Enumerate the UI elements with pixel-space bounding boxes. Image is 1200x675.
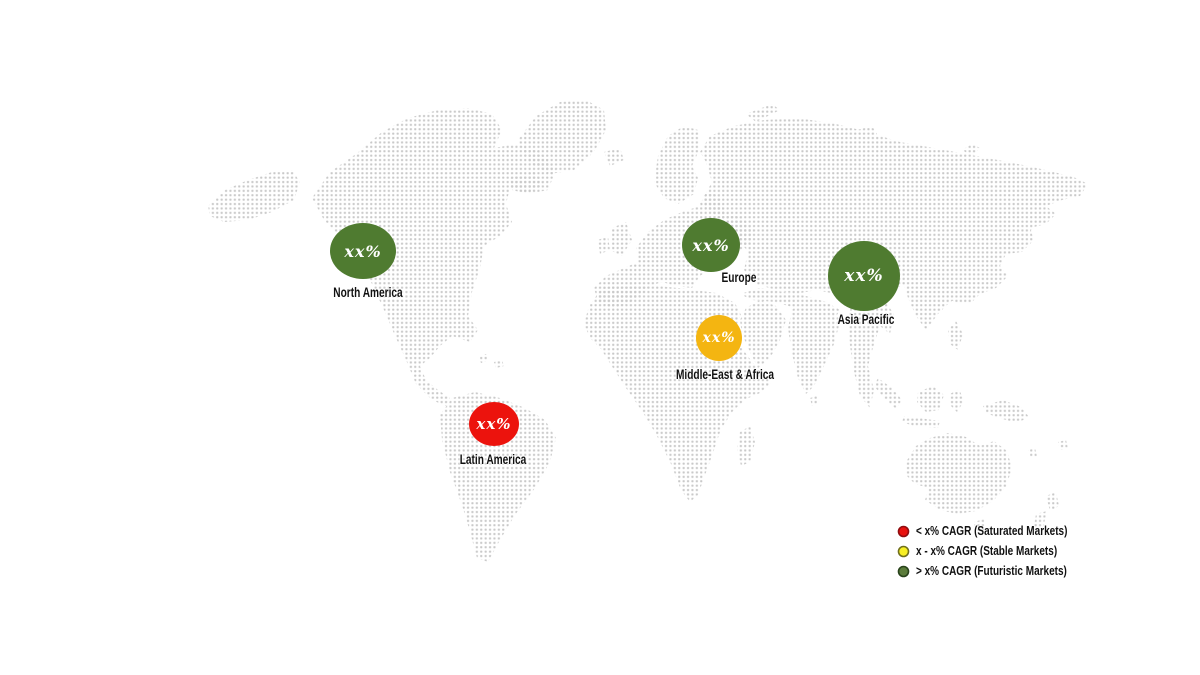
legend-marker-saturated (897, 525, 910, 537)
bubble-latin-america: xx% (469, 402, 519, 446)
bubble-value-asia-pacific: xx% (844, 266, 884, 286)
bubble-europe: xx% (682, 218, 740, 272)
bubble-value-latin-america: xx% (476, 415, 512, 433)
legend-label-stable: x - x% CAGR (Stable Markets) (916, 544, 1058, 558)
region-label-middle-east-africa: Middle-East & Africa (675, 367, 775, 382)
region-label-north-america: North America (333, 285, 403, 300)
legend-item-stable: x - x% CAGR (Stable Markets) (897, 541, 1105, 561)
continent-south-america (440, 392, 556, 562)
continent-oceania (874, 378, 1068, 533)
bubble-middle-east-africa: xx% (696, 315, 742, 361)
region-label-latin-america: Latin America (459, 452, 527, 467)
bubble-value-north-america: xx% (344, 241, 382, 261)
legend: < x% CAGR (Saturated Markets) x - x% CAG… (897, 521, 1105, 581)
legend-marker-stable (897, 545, 910, 557)
legend-label-futuristic: > x% CAGR (Futuristic Markets) (916, 564, 1067, 578)
bubble-value-middle-east-africa: xx% (702, 330, 736, 346)
region-label-asia-pacific: Asia Pacific (837, 312, 895, 327)
greenland (510, 100, 624, 194)
bubble-asia-pacific: xx% (828, 241, 900, 311)
bubble-value-europe: xx% (692, 235, 730, 255)
region-label-europe: Europe (721, 270, 757, 285)
bubble-north-america: xx% (330, 223, 396, 279)
legend-item-saturated: < x% CAGR (Saturated Markets) (897, 521, 1105, 541)
legend-marker-futuristic (897, 565, 910, 577)
legend-label-saturated: < x% CAGR (Saturated Markets) (916, 524, 1068, 538)
legend-item-futuristic: > x% CAGR (Futuristic Markets) (897, 561, 1105, 581)
